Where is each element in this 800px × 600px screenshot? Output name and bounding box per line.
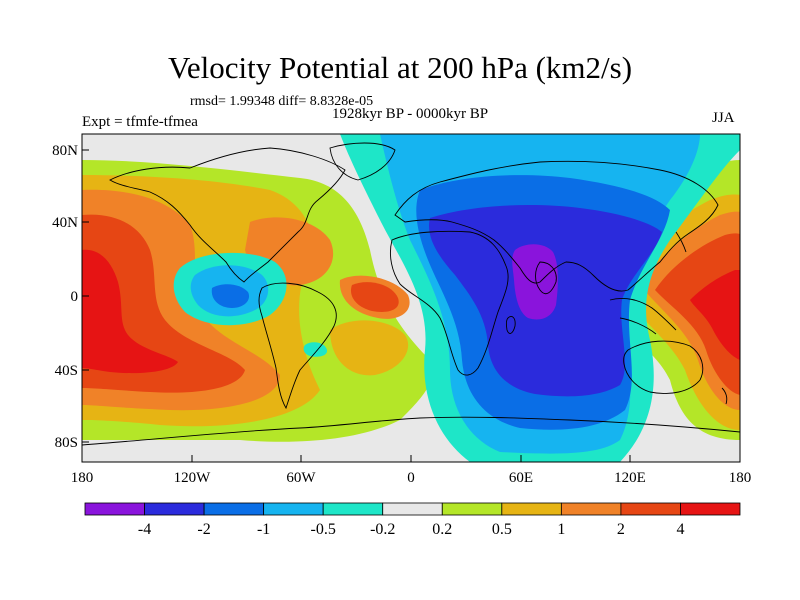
lon-tick-label: 60W bbox=[286, 470, 316, 486]
lon-tick-label: 180 bbox=[729, 470, 752, 486]
contour-negative-0.2-south-america bbox=[303, 342, 328, 357]
lat-tick-label: 0 bbox=[71, 289, 79, 305]
colorbar-swatch bbox=[203, 502, 265, 516]
coastline-africa bbox=[389, 230, 509, 376]
contour-positive-2-west-pacific bbox=[655, 233, 740, 395]
colorbar-label: -0.5 bbox=[311, 521, 336, 538]
colorbar-label: 1 bbox=[557, 521, 565, 538]
coastlines bbox=[82, 142, 740, 446]
colorbar: -4 -2 -1 -0.5 -0.2 0.2 0.5 1 2 4 bbox=[84, 502, 741, 538]
lon-tick-label: 120E bbox=[614, 470, 646, 486]
colorbar-label: -0.2 bbox=[370, 521, 395, 538]
velocity-potential-field bbox=[82, 134, 740, 462]
coastline-europe-asia bbox=[394, 160, 719, 292]
latitude-axis: 80N 40N 0 40S 80S bbox=[52, 143, 89, 451]
lat-tick-label: 40S bbox=[55, 363, 78, 379]
colorbar-swatch bbox=[382, 502, 443, 516]
coastline-antarctica bbox=[82, 416, 740, 446]
stats-line: rmsd= 1.99348 diff= 8.8328e-05 bbox=[190, 94, 374, 109]
lon-tick-label: 60E bbox=[509, 470, 533, 486]
lat-tick-label: 80S bbox=[55, 435, 78, 451]
colorbar-swatch bbox=[144, 502, 205, 516]
colorbar-swatch bbox=[680, 502, 741, 516]
lon-tick-label: 120W bbox=[174, 470, 212, 486]
colorbar-swatch bbox=[560, 502, 622, 516]
colorbar-swatch bbox=[620, 502, 681, 516]
coastline-madagascar bbox=[505, 315, 516, 334]
coastline-south-america bbox=[258, 282, 337, 410]
coastline-greenland bbox=[329, 142, 396, 181]
lat-tick-label: 80N bbox=[52, 143, 78, 159]
colorbar-swatch bbox=[84, 502, 145, 516]
coastline-maritime-continent bbox=[609, 297, 677, 335]
coastline-new-zealand bbox=[721, 387, 728, 405]
coastline-north-america bbox=[109, 147, 346, 283]
contour-negative-1-east-pacific bbox=[211, 284, 250, 308]
experiment-label: Expt = tfmfe-tfmea bbox=[82, 114, 198, 130]
colorbar-label: 0.5 bbox=[492, 521, 512, 538]
lon-tick-label: 0 bbox=[407, 470, 415, 486]
lat-tick-label: 40N bbox=[52, 215, 78, 231]
contour-positive-2-atlantic bbox=[350, 282, 399, 312]
coastline-india bbox=[535, 261, 557, 295]
contour-positive-4 bbox=[82, 249, 178, 374]
colorbar-label: -4 bbox=[138, 521, 151, 538]
colorbar-swatch bbox=[263, 502, 324, 516]
colorbar-swatch bbox=[441, 502, 503, 516]
season-label: JJA bbox=[712, 110, 735, 126]
colorbar-label: 4 bbox=[676, 521, 684, 538]
lon-tick-label: 180 bbox=[71, 470, 94, 486]
longitude-axis: 180 120W 60W 0 60E 120E 180 bbox=[71, 455, 752, 486]
colorbar-swatch bbox=[322, 502, 384, 516]
contour-positive-0.5-atlantic bbox=[330, 320, 409, 376]
map-title: Velocity Potential at 200 hPa (km2/s) bbox=[167, 50, 633, 85]
coastline-japan bbox=[675, 231, 687, 253]
contour-positive-4-west-pacific bbox=[690, 270, 740, 360]
colorbar-label: -1 bbox=[257, 521, 270, 538]
period-label: 1928kyr BP - 0000kyr BP bbox=[331, 106, 489, 122]
colorbar-label: 2 bbox=[617, 521, 625, 538]
colorbar-label: -2 bbox=[197, 521, 210, 538]
colorbar-swatch bbox=[501, 502, 562, 516]
coastline-australia bbox=[623, 340, 704, 394]
colorbar-label: 0.2 bbox=[432, 521, 452, 538]
